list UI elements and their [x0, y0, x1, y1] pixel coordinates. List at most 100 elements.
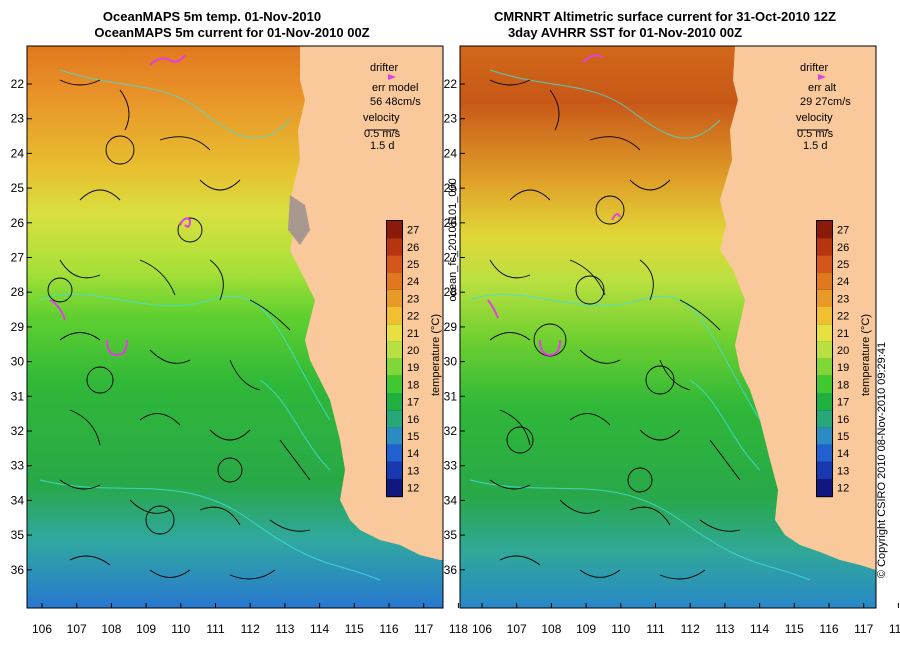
- right-colorbar-swatch: [817, 238, 832, 256]
- right-colorbar-tick-label: 16: [837, 414, 849, 426]
- right-lat-tick-label: 35: [444, 528, 458, 542]
- left-colorbar-tick-label: 18: [407, 379, 419, 391]
- left-lon-tick-label: 109: [136, 622, 156, 636]
- right-colorbar-tick-label: 24: [837, 276, 849, 288]
- left-legend-vel-scale: 0.5 m/s: [364, 128, 401, 140]
- left-lon-tick-label: 118: [449, 622, 468, 636]
- left-colorbar-tick-label: 16: [407, 414, 419, 426]
- right-colorbar-swatch: [817, 461, 832, 479]
- left-legend-drifter-icon: [388, 74, 396, 80]
- right-colorbar-swatch: [817, 427, 832, 445]
- left-legend: drifter err model 56 48cm/s velocity 0.5…: [363, 62, 421, 152]
- left-colorbar-tick-label: 26: [407, 242, 419, 254]
- right-colorbar-swatch: [817, 341, 832, 359]
- right-colorbar-tick-label: 18: [837, 379, 849, 391]
- right-colorbar-tick-label: 15: [837, 431, 849, 443]
- right-colorbar-tick-label: 12: [837, 483, 849, 495]
- left-colorbar-swatch: [387, 324, 402, 342]
- right-lon-tick-label: 114: [750, 622, 769, 636]
- left-lat-tick-label: 22: [11, 77, 25, 91]
- left-colorbar-tick-label: 27: [407, 225, 419, 237]
- right-lat-ticks: 22 23 24 25 26 27 28 29 30 31 32 33 34 35 36: [444, 77, 465, 577]
- left-colorbar-tick-label: 22: [407, 311, 419, 323]
- right-lon-tick-label: 110: [611, 622, 630, 636]
- right-colorbar-swatch: [817, 444, 832, 462]
- left-lat-tick-label: 36: [11, 563, 25, 577]
- left-lon-tick-label: 113: [275, 622, 294, 636]
- right-colorbar-swatch: [817, 221, 832, 239]
- left-colorbar-tick-label: 19: [407, 362, 419, 374]
- right-colorbar-swatch: [817, 393, 832, 411]
- left-colorbar-tick-label: 14: [407, 448, 419, 460]
- right-legend: drifter err alt 29 27cm/s velocity 0.5 m…: [796, 62, 851, 152]
- left-lat-tick-label: 26: [11, 216, 25, 230]
- left-colorbar-swatch: [387, 289, 402, 307]
- right-lon-tick-label: 113: [715, 622, 734, 636]
- left-colorbar-swatch: [387, 221, 402, 239]
- right-lat-tick-label: 24: [444, 146, 458, 160]
- right-legend-velocity: velocity: [796, 112, 833, 124]
- right-colorbar-swatch: [817, 375, 832, 393]
- left-colorbar-swatch: [387, 461, 402, 479]
- right-current-arrows: [489, 79, 741, 580]
- left-lon-tick-label: 117: [414, 622, 433, 636]
- right-lon-ticks: 106 107 108 109 110 111 112 113 114 115 116 117 118: [472, 603, 900, 636]
- left-colorbar-swatch: [387, 410, 402, 428]
- file-label: ocean_fc_20101101_000: [447, 178, 459, 301]
- right-contours: [469, 69, 811, 581]
- right-lat-tick-label: 28: [444, 285, 458, 299]
- left-colorbar-tick-label: 13: [407, 465, 419, 477]
- right-colorbar-tick-label: 27: [837, 225, 849, 237]
- right-colorbar-label: temperature (°C): [860, 314, 872, 396]
- right-lon-tick-label: 108: [541, 622, 561, 636]
- right-lon-tick-label: 112: [681, 622, 700, 636]
- right-lat-tick-label: 30: [444, 355, 458, 369]
- copyright: © Copyright CSIRO 2010 08-Nov-2010 09:29…: [876, 342, 888, 578]
- left-lon-ticks: 106 107 108 109 110 111 112 113 114 115 116 117 118: [32, 603, 468, 636]
- left-lon-tick-label: 111: [206, 622, 225, 636]
- left-colorbar-tick-label: 24: [407, 276, 419, 288]
- left-legend-drifter: drifter: [370, 62, 398, 74]
- right-lon-tick-label: 118: [889, 622, 900, 636]
- left-lon-tick-label: 106: [32, 622, 52, 636]
- left-colorbar-swatch: [387, 427, 402, 445]
- left-drifters: [49, 54, 192, 357]
- right-lat-tick-label: 36: [444, 563, 458, 577]
- right-lon-tick-label: 109: [576, 622, 596, 636]
- right-lat-tick-label: 27: [444, 251, 458, 265]
- left-colorbar-swatch: [387, 307, 402, 325]
- left-land: [290, 46, 443, 560]
- right-colorbar-swatch: [817, 358, 832, 376]
- left-lat-tick-label: 35: [11, 528, 25, 542]
- right-legend-vel-time: 1.5 d: [803, 140, 827, 152]
- left-lon-tick-label: 115: [345, 622, 364, 636]
- left-lon-tick-label: 108: [101, 622, 121, 636]
- left-colorbar-tick-label: 20: [407, 345, 419, 357]
- left-colorbar-tick-label: 17: [407, 397, 419, 409]
- right-lat-tick-label: 25: [444, 181, 458, 195]
- left-lat-tick-label: 32: [11, 424, 25, 438]
- left-lat-tick-label: 30: [11, 355, 25, 369]
- right-colorbar-swatch: [817, 289, 832, 307]
- right-legend-err-value: 29 27cm/s: [800, 96, 851, 108]
- left-lon-tick-label: 114: [310, 622, 329, 636]
- left-lat-tick-label: 34: [11, 493, 25, 507]
- right-legend-err-label: err alt: [808, 82, 836, 94]
- left-title-line2: OceanMAPS 5m current for 01-Nov-2010 00Z: [94, 25, 369, 40]
- right-colorbar-tick-label: 20: [837, 345, 849, 357]
- left-colorbar-swatch: [387, 358, 402, 376]
- right-colorbar-swatch: [817, 255, 832, 273]
- left-land-grey: [288, 195, 310, 245]
- right-colorbar-swatch: [817, 307, 832, 325]
- left-colorbar-tick-label: 15: [407, 431, 419, 443]
- right-lon-tick-label: 106: [472, 622, 492, 636]
- right-colorbar-swatch: [817, 324, 832, 342]
- right-legend-drifter: drifter: [800, 62, 828, 74]
- left-lat-tick-label: 33: [11, 459, 25, 473]
- left-colorbar-tick-label: 12: [407, 483, 419, 495]
- left-colorbar-swatch: [387, 341, 402, 359]
- right-lat-tick-label: 29: [444, 320, 458, 334]
- right-colorbar-swatch: [817, 410, 832, 428]
- right-lat-tick-label: 23: [444, 112, 458, 126]
- left-current-arrows: [47, 79, 311, 580]
